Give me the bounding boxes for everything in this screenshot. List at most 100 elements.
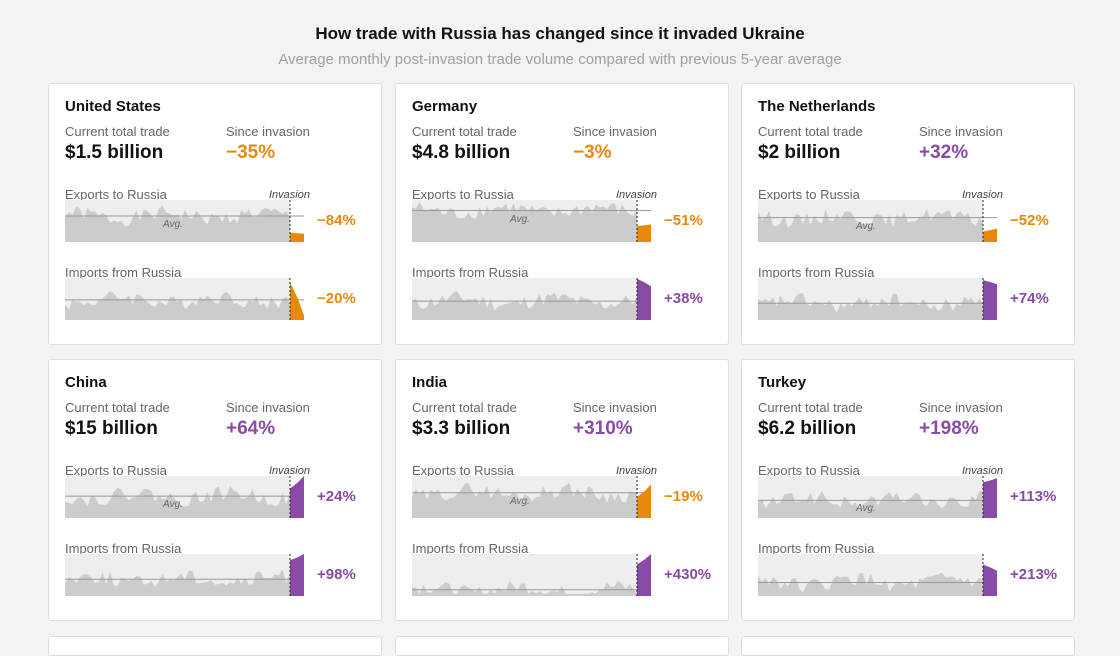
history-area <box>758 491 983 518</box>
exports-label: Exports to Russia <box>412 187 514 202</box>
post-invasion-area <box>290 232 304 242</box>
post-invasion-area <box>290 476 304 518</box>
since-invasion-value: +64% <box>226 418 276 439</box>
exports-label: Exports to Russia <box>758 463 860 478</box>
imports-sparkline <box>758 554 997 596</box>
post-invasion-area <box>290 282 304 320</box>
post-invasion-area <box>983 478 997 518</box>
imports-label: Imports from Russia <box>758 265 875 280</box>
average-label: Avg. <box>163 218 183 230</box>
imports-sparkline <box>412 554 651 596</box>
invasion-label: Invasion <box>962 465 1003 477</box>
country-name: China <box>65 374 107 391</box>
invasion-label: Invasion <box>616 189 657 201</box>
current-total-label: Current total trade <box>65 124 170 139</box>
country-card: China Current total trade $15 billion Since… <box>48 359 382 621</box>
average-label: Avg. <box>510 495 530 507</box>
imports-change: +74% <box>1010 290 1049 307</box>
imports-label: Imports from Russia <box>758 541 875 556</box>
country-card: The Netherlands Current total trade $2 bil… <box>741 83 1075 345</box>
history-area <box>412 201 637 242</box>
exports-change: +24% <box>317 488 356 505</box>
current-total-value: $6.2 billion <box>758 418 857 439</box>
imports-sparkline <box>65 554 304 596</box>
imports-change: +98% <box>317 566 356 583</box>
since-invasion-value: −35% <box>226 142 276 163</box>
current-total-label: Current total trade <box>758 400 863 415</box>
history-area <box>758 572 983 596</box>
imports-label: Imports from Russia <box>412 541 529 556</box>
history-area <box>758 293 983 320</box>
exports-change: −84% <box>317 212 356 229</box>
current-total-value: $15 billion <box>65 418 158 439</box>
chart-title: How trade with Russia has changed since … <box>315 24 805 43</box>
imports-change: +38% <box>664 290 703 307</box>
average-label: Avg. <box>163 499 183 511</box>
history-area <box>65 205 290 242</box>
exports-change: −52% <box>1010 212 1049 229</box>
exports-sparkline <box>65 476 304 518</box>
exports-change: −51% <box>664 212 703 229</box>
current-total-label: Current total trade <box>65 400 170 415</box>
invasion-label: Invasion <box>269 189 310 201</box>
since-invasion-value: +32% <box>919 142 969 163</box>
card-stub <box>48 636 382 656</box>
since-invasion-value: −3% <box>573 142 612 163</box>
current-total-value: $2 billion <box>758 142 841 163</box>
current-total-value: $4.8 billion <box>412 142 511 163</box>
current-total-value: $3.3 billion <box>412 418 511 439</box>
post-invasion-area <box>983 228 997 242</box>
post-invasion-area <box>983 280 997 320</box>
history-area <box>412 580 637 596</box>
exports-label: Exports to Russia <box>412 463 514 478</box>
imports-change: −20% <box>317 290 356 307</box>
post-invasion-area <box>290 554 304 596</box>
exports-sparkline <box>758 200 997 242</box>
current-total-label: Current total trade <box>758 124 863 139</box>
imports-change: +213% <box>1010 566 1058 583</box>
exports-label: Exports to Russia <box>65 187 167 202</box>
history-area <box>65 485 290 518</box>
exports-sparkline <box>65 200 304 242</box>
country-card: Germany Current total trade $4.8 billion Si… <box>395 83 729 345</box>
since-invasion-value: +310% <box>573 418 633 439</box>
current-total-label: Current total trade <box>412 400 517 415</box>
invasion-label: Invasion <box>269 465 310 477</box>
imports-label: Imports from Russia <box>412 265 529 280</box>
country-card: India Current total trade $3.3 billion Sinc… <box>395 359 729 621</box>
exports-label: Exports to Russia <box>758 187 860 202</box>
country-card: Turkey Current total trade $6.2 billion Sin… <box>741 359 1075 621</box>
country-name: United States <box>65 98 161 115</box>
average-label: Avg. <box>510 213 530 225</box>
country-name: Germany <box>412 98 478 115</box>
current-total-value: $1.5 billion <box>65 142 164 163</box>
since-invasion-value: +198% <box>919 418 979 439</box>
current-total-label: Current total trade <box>412 124 517 139</box>
imports-sparkline <box>758 278 997 320</box>
post-invasion-area <box>637 484 651 518</box>
imports-label: Imports from Russia <box>65 265 182 280</box>
country-name: The Netherlands <box>758 98 876 115</box>
country-name: India <box>412 374 448 391</box>
exports-sparkline <box>412 476 651 518</box>
post-invasion-area <box>637 224 651 242</box>
history-area <box>65 569 290 596</box>
since-invasion-label: Since invasion <box>573 400 657 415</box>
chart-header: How trade with Russia has changed since … <box>0 24 1120 68</box>
chart-subtitle: Average monthly post-invasion trade volu… <box>278 51 842 68</box>
history-area <box>412 482 637 518</box>
invasion-label: Invasion <box>616 465 657 477</box>
exports-sparkline <box>758 476 997 518</box>
history-area <box>412 291 637 320</box>
history-area <box>65 291 290 320</box>
since-invasion-label: Since invasion <box>573 124 657 139</box>
exports-label: Exports to Russia <box>65 463 167 478</box>
post-invasion-area <box>637 278 651 320</box>
exports-sparkline <box>412 200 651 242</box>
invasion-label: Invasion <box>962 189 1003 201</box>
post-invasion-area <box>637 554 651 596</box>
exports-change: −19% <box>664 488 703 505</box>
imports-sparkline <box>65 278 304 320</box>
post-invasion-area <box>983 564 997 596</box>
country-card: United States Current total trade $1.5 bil… <box>48 83 382 345</box>
